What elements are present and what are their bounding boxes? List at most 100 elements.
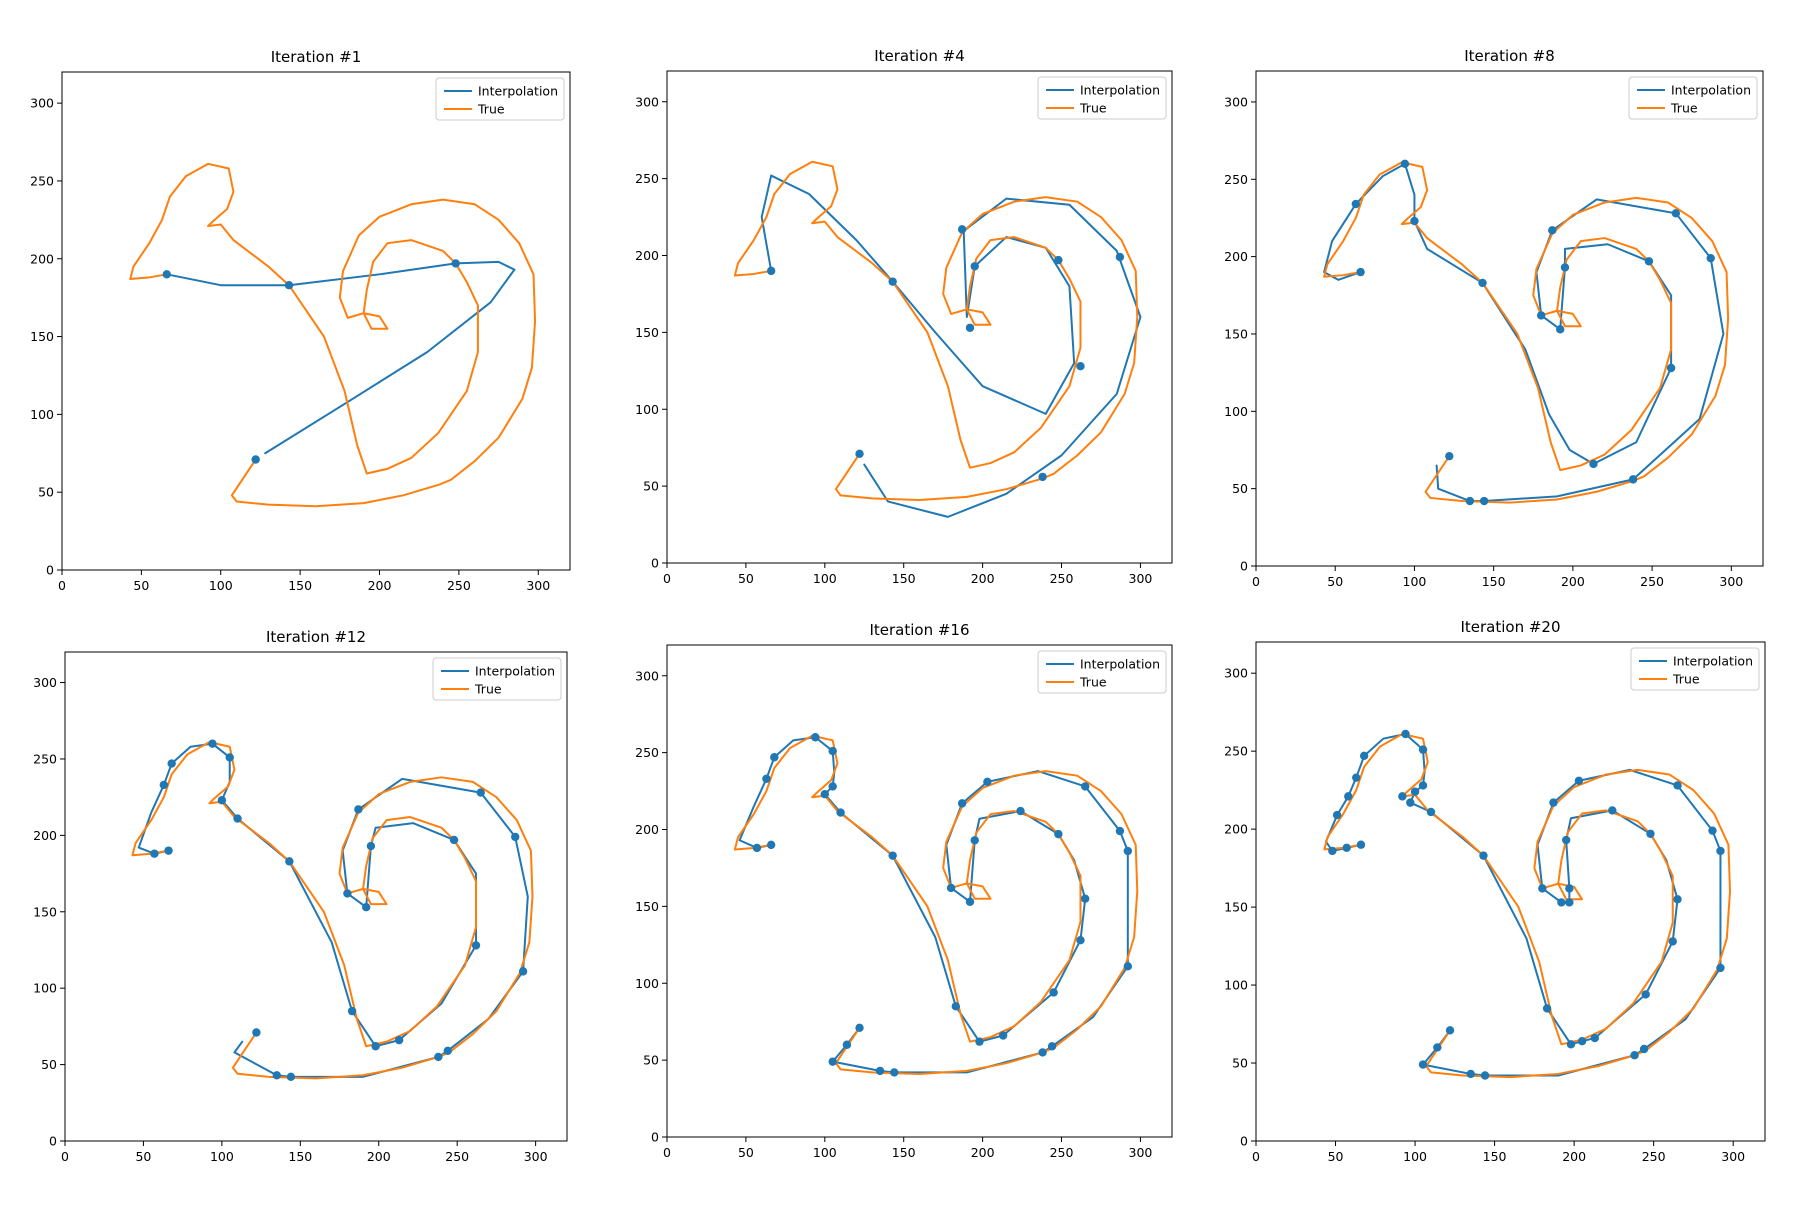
subplot-2: Iteration #4 0 50 100 150 200 250 300 0 50 100 150 2… [635, 47, 1173, 586]
legend-label-true: True [1672, 672, 1700, 687]
knot-point [1426, 807, 1436, 817]
axes-frame [64, 651, 568, 1142]
x-tick-label: 250 [447, 578, 471, 593]
knot-point [1351, 199, 1361, 209]
knot-point [1076, 362, 1085, 371]
y-tick-label: 200 [1224, 249, 1248, 264]
knot-point [1418, 1060, 1428, 1069]
true-line [1323, 733, 1732, 1079]
knot-point [1123, 962, 1133, 971]
knot-point [1398, 792, 1407, 801]
knot-point [965, 897, 975, 906]
subplot-6: Iteration #20 0 50 100 150 200 250 300 0 50 100 150… [1224, 618, 1766, 1164]
knot-point [1123, 846, 1133, 856]
knot-point [983, 777, 992, 787]
legend: Interpolation True [1628, 76, 1758, 120]
knot-point [1644, 257, 1654, 266]
legend-label-true: True [477, 102, 505, 117]
y-tick-label: 200 [1224, 822, 1248, 837]
knot-point [394, 1035, 404, 1045]
y-tick-label: 50 [38, 485, 54, 500]
knot-point [362, 902, 371, 912]
y-tick-label: 300 [635, 668, 659, 683]
true-line [131, 741, 534, 1080]
y-tick-label: 250 [30, 173, 54, 188]
y-tick-label: 150 [635, 325, 659, 340]
knot-point [855, 449, 864, 459]
subplot-title: Iteration #16 [869, 621, 969, 639]
knot-point [957, 225, 967, 234]
knot-point [1536, 311, 1546, 320]
knot-point [752, 843, 762, 853]
x-tick-label: 150 [288, 578, 312, 593]
x-tick-label: 300 [1129, 571, 1153, 586]
knot-point [1556, 325, 1565, 334]
legend: Interpolation True [1037, 650, 1167, 694]
y-tick-label: 100 [1224, 978, 1248, 993]
y-tick-label: 150 [33, 904, 57, 919]
knot-point [451, 259, 460, 268]
x-tick-label: 300 [526, 578, 550, 593]
x-tick-label: 300 [524, 1149, 548, 1164]
knot-point [1542, 1004, 1552, 1013]
knot-point [1565, 898, 1574, 907]
knot-point [1639, 1044, 1649, 1054]
knot-point [1590, 1033, 1600, 1043]
interpolation-line [760, 174, 1142, 518]
knot-point [233, 814, 242, 823]
knot-point [1549, 798, 1558, 807]
subplot-title: Iteration #12 [266, 628, 366, 646]
y-tick-label: 300 [1224, 666, 1248, 681]
y-tick-label: 0 [651, 556, 659, 571]
knot-point [1038, 1048, 1047, 1057]
knot-point [998, 1031, 1008, 1040]
x-tick-label: 150 [288, 1149, 312, 1164]
knot-point [888, 851, 897, 860]
x-tick-label: 100 [209, 578, 233, 593]
y-tick-label: 100 [30, 407, 54, 422]
subplot-title: Iteration #20 [1460, 618, 1560, 636]
legend: Interpolation True [1037, 76, 1167, 120]
x-tick-label: 300 [1719, 574, 1743, 589]
knot-point [347, 1006, 357, 1016]
x-tick-label: 50 [738, 1145, 754, 1160]
knot-point [1641, 990, 1650, 999]
subplot-title: Iteration #1 [271, 48, 362, 66]
knot-point [1047, 1042, 1057, 1051]
knot-point [434, 1052, 443, 1062]
knot-point [1410, 787, 1420, 796]
x-tick-label: 50 [738, 571, 754, 586]
true-line [1323, 161, 1730, 504]
knot-point [449, 835, 459, 845]
knot-point [1646, 829, 1655, 839]
x-tick-label: 150 [1482, 574, 1506, 589]
knot-point [1406, 798, 1415, 807]
x-tick-label: 100 [813, 1145, 837, 1160]
knot-point [1577, 1037, 1587, 1046]
x-tick-label: 50 [1328, 1149, 1344, 1164]
legend-label-interpolation: Interpolation [1080, 83, 1160, 98]
knot-point [471, 941, 481, 950]
legend: Interpolation True [435, 77, 565, 121]
x-tick-label: 0 [1252, 1149, 1260, 1164]
y-tick-label: 150 [1224, 326, 1248, 341]
y-tick-label: 50 [643, 1053, 659, 1068]
x-tick-label: 0 [58, 578, 66, 593]
legend-label-true: True [1079, 101, 1107, 116]
knot-point [770, 753, 779, 762]
knot-point [1480, 1071, 1490, 1080]
knot-point [162, 270, 171, 279]
knot-point [1400, 159, 1410, 169]
legend-label-true: True [474, 682, 502, 697]
y-tick-label: 250 [635, 171, 659, 186]
knot-point [1038, 472, 1047, 482]
subplot-3: Iteration #8 0 50 100 150 200 250 300 0 50 100 150 2… [1224, 47, 1764, 589]
x-tick-label: 150 [892, 571, 916, 586]
axes-frame [1255, 70, 1764, 567]
x-tick-label: 250 [445, 1149, 469, 1164]
knot-point [766, 840, 776, 850]
x-tick-label: 250 [1640, 574, 1664, 589]
knot-point [975, 1037, 984, 1046]
knot-point [1433, 1043, 1442, 1052]
